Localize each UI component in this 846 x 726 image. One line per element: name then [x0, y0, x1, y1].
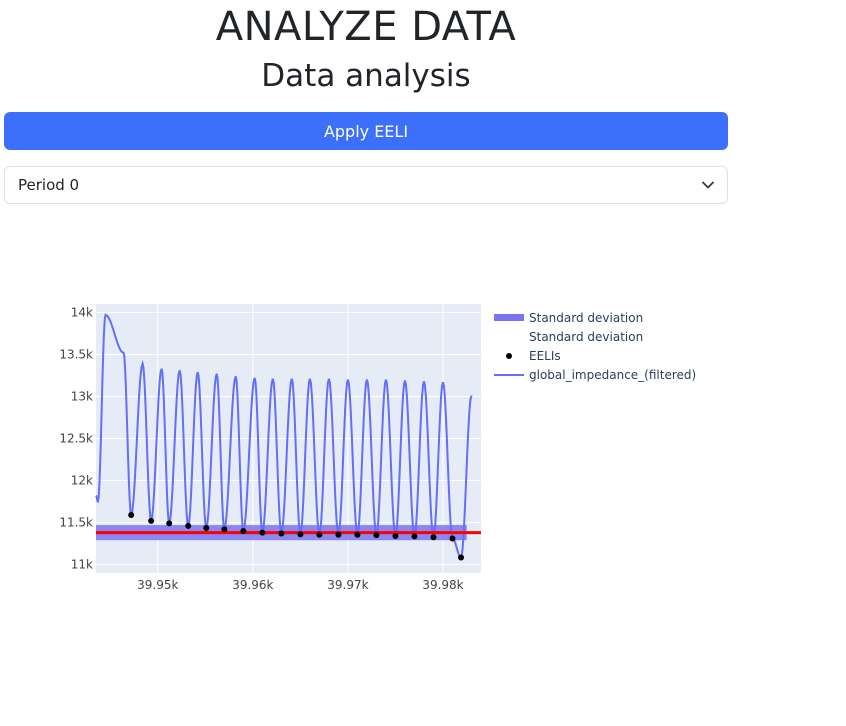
eeli-point — [411, 533, 418, 540]
eeli-points-layer — [128, 511, 465, 561]
eeli-point — [373, 532, 380, 539]
eeli-point — [259, 529, 266, 536]
eeli-point — [240, 527, 247, 534]
x-tick-label: 39.98k — [422, 578, 463, 592]
y-tick-label: 11k — [71, 558, 93, 572]
legend-label: EELIs — [529, 349, 561, 363]
legend-item[interactable]: EELIs — [506, 349, 561, 363]
eeli-point — [203, 525, 210, 532]
eeli-point — [449, 535, 456, 542]
eeli-point — [128, 511, 135, 518]
y-tick-label: 14k — [71, 305, 93, 319]
eeli-point — [335, 531, 342, 538]
eeli-point — [392, 533, 399, 540]
eeli-point — [185, 522, 192, 529]
y-tick-label: 13.5k — [59, 347, 93, 361]
eeli-point — [278, 530, 285, 537]
legend-item[interactable]: Standard deviation — [494, 311, 643, 325]
y-tick-label: 13k — [71, 389, 93, 403]
eeli-point — [354, 531, 361, 538]
page-subtitle: Data analysis — [261, 58, 471, 94]
eeli-point — [166, 520, 173, 527]
eeli-point — [148, 517, 155, 524]
y-tick-label: 12k — [71, 474, 93, 488]
eeli-point — [430, 534, 437, 541]
apply-eeli-button[interactable]: Apply EELI — [4, 112, 728, 150]
period-select[interactable]: Period 0 — [4, 166, 728, 204]
y-tick-label: 12.5k — [59, 432, 93, 446]
eeli-point — [297, 531, 304, 538]
legend-swatch — [494, 314, 524, 321]
eeli-chart: 11k 11.5k 12k 12.5k 13k 13.5k 14k 39.95k 39.96k 3… — [59, 304, 696, 592]
legend-item[interactable]: Standard deviation — [529, 330, 643, 344]
x-tick-label: 39.95k — [137, 578, 178, 592]
x-tick-label: 39.97k — [327, 578, 368, 592]
chevron-down-icon — [702, 181, 714, 189]
y-tick-label: 11.5k — [59, 516, 93, 530]
eeli-point — [221, 526, 228, 533]
legend[interactable]: Standard deviation Standard deviation EELI… — [494, 311, 696, 382]
eeli-point — [316, 531, 323, 538]
axis-ticks: 11k 11.5k 12k 12.5k 13k 13.5k 14k 39.95k 39.96k 3… — [59, 305, 463, 592]
page-title: ANALYZE DATA — [215, 4, 517, 50]
legend-item[interactable]: global_impedance_(filtered) — [494, 368, 696, 382]
eeli-point — [458, 554, 465, 561]
x-tick-label: 39.96k — [232, 578, 273, 592]
legend-label: global_impedance_(filtered) — [529, 368, 696, 382]
legend-swatch — [506, 353, 512, 359]
period-select-value: Period 0 — [18, 176, 80, 194]
legend-label: Standard deviation — [529, 311, 643, 325]
legend-label: Standard deviation — [529, 330, 643, 344]
